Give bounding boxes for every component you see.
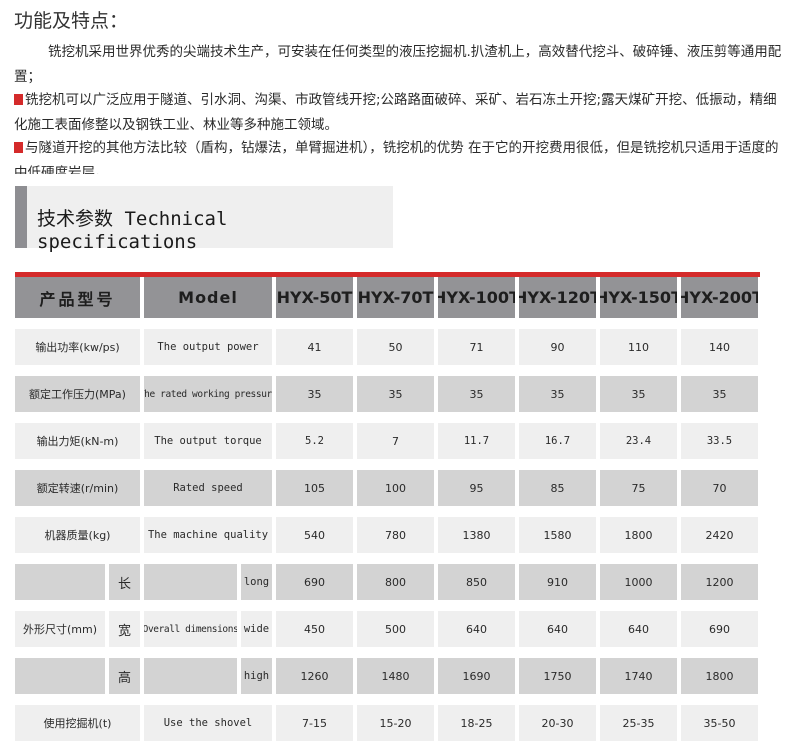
table-cell-value: 35-50 xyxy=(681,705,758,741)
table-cell-value: 71 xyxy=(438,329,515,365)
table-cell-value: 33.5 xyxy=(681,423,758,459)
table-cell-value: 1750 xyxy=(519,658,596,694)
table-cell-value: 18-25 xyxy=(438,705,515,741)
table-cell-value: 640 xyxy=(438,611,515,647)
table-cell-value: 2420 xyxy=(681,517,758,553)
row-label-en: The rated working pressure xyxy=(144,376,272,412)
row-label-en: Rated speed xyxy=(144,470,272,506)
header-model-hyx-70t: HYX-70T xyxy=(357,277,434,318)
bullet-icon xyxy=(14,94,23,105)
row-sublabel-en: long xyxy=(241,564,272,600)
row-label-cn xyxy=(15,658,105,694)
row-label-cn: 机器质量(kg) xyxy=(15,517,140,553)
heading-accent-bar xyxy=(15,186,27,248)
table-cell-value: 450 xyxy=(276,611,353,647)
table-cell-value: 50 xyxy=(357,329,434,365)
bullet-text: 铣挖机可以广泛应用于隧道、引水洞、沟渠、市政管线开挖;公路路面破碎、采矿、岩石冻… xyxy=(14,92,777,133)
table-cell-value: 7-15 xyxy=(276,705,353,741)
table-cell-value: 800 xyxy=(357,564,434,600)
table-cell-value: 105 xyxy=(276,470,353,506)
table-cell-value: 35 xyxy=(600,376,677,412)
header-model-hyx-200t: HYX-200T xyxy=(681,277,758,318)
row-label-cn: 额定转速(r/min) xyxy=(15,470,140,506)
header-model-hyx-100t: HYX-100T xyxy=(438,277,515,318)
table-top-rule xyxy=(15,272,760,277)
row-sublabel-cn: 高 xyxy=(109,658,140,694)
header-model-en: Model xyxy=(144,277,272,318)
table-cell-value: 1000 xyxy=(600,564,677,600)
table-cell-value: 1260 xyxy=(276,658,353,694)
row-label-en: Use the shovel xyxy=(144,705,272,741)
table-cell-value: 850 xyxy=(438,564,515,600)
row-label-en: Overall dimensions xyxy=(144,611,237,647)
table-cell-value: 23.4 xyxy=(600,423,677,459)
table-cell-value: 690 xyxy=(681,611,758,647)
row-label-cn: 输出力矩(kN-m) xyxy=(15,423,140,459)
table-cell-value: 35 xyxy=(438,376,515,412)
table-cell-value: 35 xyxy=(276,376,353,412)
row-sublabel-en: high xyxy=(241,658,272,694)
specs-heading: 技术参数 Technical specifications xyxy=(15,186,393,253)
table-cell-value: 35 xyxy=(519,376,596,412)
row-label-cn: 额定工作压力(MPa) xyxy=(15,376,140,412)
table-cell-value: 7 xyxy=(357,423,434,459)
row-label-cn: 外形尺寸(mm) xyxy=(15,611,105,647)
table-cell-value: 90 xyxy=(519,329,596,365)
features-bullet-2: 与隧道开挖的其他方法比较（盾构，钻爆法，单臂掘进机），铣挖机的优势 在于它的开挖… xyxy=(14,136,784,174)
bullet-icon xyxy=(14,142,23,153)
header-model-hyx-120t: HYX-120T xyxy=(519,277,596,318)
header-model-hyx-50t: HYX-50T xyxy=(276,277,353,318)
row-label-cn: 使用挖掘机(t) xyxy=(15,705,140,741)
table-cell-value: 110 xyxy=(600,329,677,365)
table-cell-value: 1200 xyxy=(681,564,758,600)
header-model-hyx-150t: HYX-150T xyxy=(600,277,677,318)
table-cell-value: 15-20 xyxy=(357,705,434,741)
row-label-en xyxy=(144,658,237,694)
table-cell-value: 140 xyxy=(681,329,758,365)
table-cell-value: 100 xyxy=(357,470,434,506)
features-bullet-1: 铣挖机可以广泛应用于隧道、引水洞、沟渠、市政管线开挖;公路路面破碎、采矿、岩石冻… xyxy=(14,88,784,138)
row-sublabel-cn: 宽 xyxy=(109,611,140,647)
row-sublabel-en: wide xyxy=(241,611,272,647)
table-cell-value: 1580 xyxy=(519,517,596,553)
table-cell-value: 1690 xyxy=(438,658,515,694)
table-cell-value: 1800 xyxy=(600,517,677,553)
table-cell-value: 1800 xyxy=(681,658,758,694)
table-cell-value: 690 xyxy=(276,564,353,600)
table-cell-value: 16.7 xyxy=(519,423,596,459)
table-cell-value: 1740 xyxy=(600,658,677,694)
specs-table: 产品型号 Model HYX-50T HYX-70T HYX-100T HYX-120T H… xyxy=(15,277,758,741)
row-label-en: The machine quality xyxy=(144,517,272,553)
table-cell-value: 1480 xyxy=(357,658,434,694)
table-cell-value: 35 xyxy=(681,376,758,412)
table-cell-value: 85 xyxy=(519,470,596,506)
table-cell-value: 41 xyxy=(276,329,353,365)
table-cell-value: 70 xyxy=(681,470,758,506)
row-label-en: The output power xyxy=(144,329,272,365)
row-label-en xyxy=(144,564,237,600)
bullet-text: 与隧道开挖的其他方法比较（盾构，钻爆法，单臂掘进机），铣挖机的优势 在于它的开挖… xyxy=(14,140,779,174)
table-cell-value: 20-30 xyxy=(519,705,596,741)
table-cell-value: 500 xyxy=(357,611,434,647)
table-cell-value: 1380 xyxy=(438,517,515,553)
table-cell-value: 640 xyxy=(519,611,596,647)
table-cell-value: 780 xyxy=(357,517,434,553)
table-cell-value: 25-35 xyxy=(600,705,677,741)
table-cell-value: 75 xyxy=(600,470,677,506)
table-cell-value: 95 xyxy=(438,470,515,506)
features-intro: 铣挖机采用世界优秀的尖端技术生产，可安装在任何类型的液压挖掘机.扒渣机上，高效替… xyxy=(14,44,782,85)
specs-title: 技术参数 Technical specifications xyxy=(37,208,228,253)
row-label-cn: 输出功率(kw/ps) xyxy=(15,329,140,365)
row-label-cn xyxy=(15,564,105,600)
table-cell-value: 11.7 xyxy=(438,423,515,459)
features-title: 功能及特点： xyxy=(14,10,129,32)
table-cell-value: 540 xyxy=(276,517,353,553)
table-cell-value: 640 xyxy=(600,611,677,647)
table-cell-value: 910 xyxy=(519,564,596,600)
row-sublabel-cn: 长 xyxy=(109,564,140,600)
row-label-en: The output torque xyxy=(144,423,272,459)
header-product-model-cn: 产品型号 xyxy=(15,277,140,318)
table-cell-value: 5.2 xyxy=(276,423,353,459)
table-cell-value: 35 xyxy=(357,376,434,412)
